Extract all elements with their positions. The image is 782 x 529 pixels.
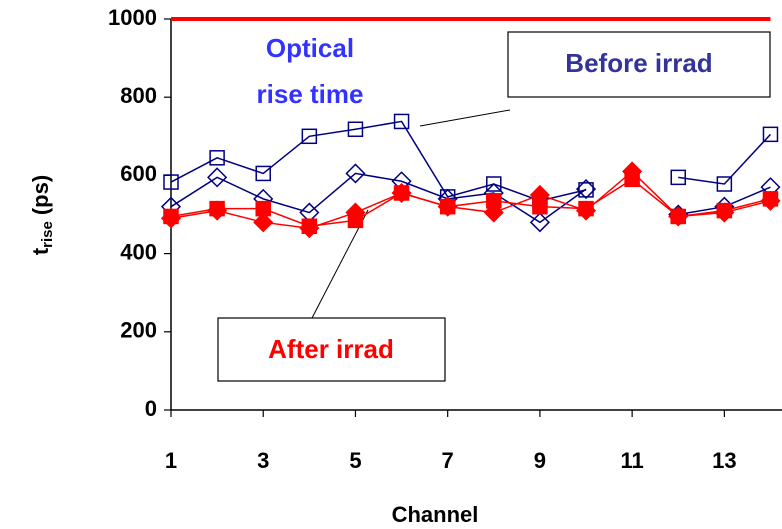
annotation: Optical	[266, 33, 354, 63]
marker	[393, 113, 410, 130]
series-line	[170, 120, 772, 202]
x-tick-label: 5	[349, 448, 361, 473]
marker	[716, 176, 733, 192]
marker	[209, 150, 225, 166]
annotation: Before irrad	[565, 48, 712, 78]
marker	[762, 191, 779, 207]
marker	[253, 212, 274, 233]
marker	[163, 208, 179, 225]
marker	[439, 198, 456, 215]
y-tick-label: 1000	[108, 5, 157, 30]
marker	[255, 200, 271, 217]
x-tick-label: 1	[165, 448, 177, 473]
marker	[670, 169, 686, 186]
marker	[301, 128, 318, 145]
marker	[529, 212, 550, 233]
y-tick-label: 600	[120, 161, 157, 186]
y-tick-label: 0	[145, 396, 157, 421]
marker	[716, 202, 733, 219]
marker	[486, 176, 502, 192]
y-tick-label: 200	[120, 318, 157, 343]
marker	[578, 200, 594, 217]
marker	[762, 126, 779, 143]
marker	[255, 165, 271, 182]
marker	[532, 198, 548, 215]
marker	[347, 121, 364, 138]
annotation: rise time	[257, 79, 364, 109]
marker	[163, 174, 179, 190]
x-tick-label: 11	[620, 448, 643, 473]
y-label-unit: (ps)	[28, 175, 53, 215]
marker	[345, 163, 366, 184]
y-label-main: t	[28, 247, 53, 255]
marker	[347, 212, 364, 229]
x-tick-label: 7	[442, 448, 454, 473]
pointer	[419, 109, 511, 127]
annotation: After irrad	[268, 334, 394, 364]
y-axis-label: trise (ps)	[28, 175, 56, 255]
marker	[575, 179, 597, 200]
label-box	[217, 317, 446, 382]
marker	[670, 208, 686, 225]
marker	[624, 171, 640, 188]
marker	[486, 193, 502, 209]
label-box	[507, 31, 771, 98]
marker	[393, 185, 410, 201]
y-tick-label: 800	[120, 83, 157, 108]
marker	[207, 167, 228, 188]
marker	[209, 200, 225, 217]
y-label-sub: rise	[39, 221, 56, 248]
x-tick-label: 3	[257, 448, 269, 473]
marker	[301, 218, 318, 234]
marker	[578, 182, 594, 198]
y-tick-label: 400	[120, 239, 157, 264]
x-axis-label: Channel	[392, 502, 479, 527]
x-tick-label: 13	[712, 448, 736, 473]
x-tick-label: 9	[534, 448, 546, 473]
annotations: Optical rise time Before irrad After irr…	[217, 31, 771, 382]
